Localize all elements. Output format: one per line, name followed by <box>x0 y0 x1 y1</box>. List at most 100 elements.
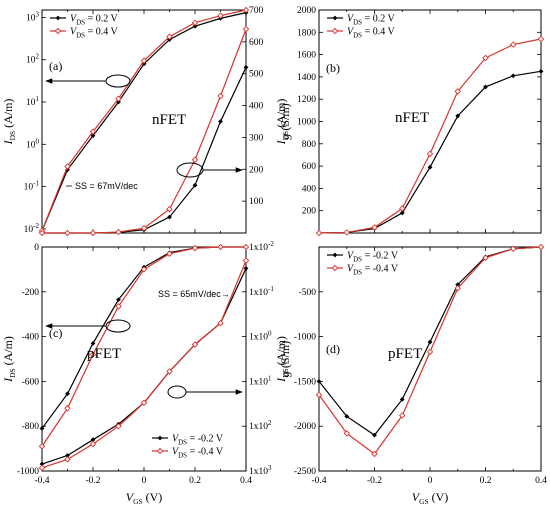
data-point <box>315 391 323 399</box>
y-tick-label: -2500 <box>294 467 316 477</box>
data-point <box>510 245 517 253</box>
series-line-1 <box>41 246 246 447</box>
data-point <box>316 379 322 384</box>
legend-marker <box>156 447 164 455</box>
legend-entry: VDS = -0.2 V <box>347 251 399 264</box>
data-point <box>65 453 70 458</box>
data-point <box>166 205 173 213</box>
data-point <box>140 57 148 64</box>
panel-label: (d) <box>326 342 340 356</box>
data-point <box>38 464 46 472</box>
data-point <box>89 128 97 135</box>
legend-entry: VDS = 0.2 V <box>347 14 396 27</box>
y-tick-label: 1800 <box>297 28 316 38</box>
y2-tick-label: 300 <box>249 133 264 143</box>
panel-label: (b) <box>326 61 340 75</box>
data-point <box>399 205 406 212</box>
data-point <box>372 432 377 438</box>
y2-axis-label: IDS (A/m) <box>274 336 290 383</box>
y-tick-label: -2000 <box>294 422 316 432</box>
x-tick-label: 0 <box>428 476 433 486</box>
data-point <box>344 413 350 419</box>
legend-marker <box>54 27 62 35</box>
y2-tick-label: 1x102 <box>249 419 272 432</box>
y-tick-label: 1000 <box>297 118 316 128</box>
data-point <box>64 163 71 170</box>
data-point <box>538 68 544 74</box>
device-label: pFET <box>87 346 121 362</box>
data-point <box>38 229 46 237</box>
data-point <box>65 391 70 397</box>
y-tick-label: -200 <box>22 288 40 298</box>
y-tick-label: 101 <box>26 95 40 108</box>
data-point <box>116 297 121 303</box>
y-axis-label: IDS (A/m) <box>1 336 17 383</box>
x-axis-label: VGS (V) <box>126 490 163 506</box>
data-point <box>242 6 250 14</box>
y-tick-label: -500 <box>299 288 317 298</box>
plot-frame <box>318 9 542 234</box>
data-point <box>455 282 461 288</box>
x-tick-label: 0.4 <box>240 476 252 486</box>
y-axis-label: IDS (A/m) <box>1 99 17 146</box>
data-point <box>191 156 199 163</box>
data-point <box>166 33 173 40</box>
legend-entry: VDS = 0.4 V <box>70 27 119 40</box>
y-tick-label: -800 <box>22 422 40 432</box>
y-tick-label: 400 <box>302 184 317 194</box>
data-point <box>39 426 45 431</box>
y-tick-label: -1500 <box>294 377 316 387</box>
x-tick-label: -0.4 <box>311 476 326 486</box>
y-tick-label: 800 <box>302 140 317 150</box>
x-tick-label: -0.4 <box>34 476 49 486</box>
x-tick-label: 0.2 <box>480 476 492 486</box>
data-point <box>167 214 172 220</box>
data-point <box>343 430 350 437</box>
y-tick-label: 103 <box>26 10 40 23</box>
data-point <box>90 340 96 346</box>
left-axis-pointer-a-ellipse <box>105 74 131 88</box>
data-point <box>242 25 250 33</box>
data-point <box>38 443 46 450</box>
data-point <box>191 19 199 26</box>
y-tick-label: -1000 <box>294 333 316 343</box>
panel-label: (c) <box>49 326 62 340</box>
series-line-0 <box>41 12 247 232</box>
legend-entry: VDS = 0.4 V <box>347 27 396 40</box>
data-point <box>89 440 97 448</box>
y2-tick-label: 1x100 <box>249 330 272 343</box>
y-axis-label: g (S/m) <box>278 103 292 139</box>
data-point <box>399 210 405 216</box>
x-tick-label: -0.2 <box>85 476 100 486</box>
data-point <box>64 405 71 412</box>
y-tick-label: 10-2 <box>24 222 40 235</box>
panel-label: (a) <box>49 59 62 73</box>
data-point <box>140 399 148 407</box>
y2-tick-label: 100 <box>249 197 264 207</box>
y2-tick-label: 200 <box>249 165 264 175</box>
x-tick-label: 0.2 <box>189 476 201 486</box>
legend-entry: VDS = -0.4 V <box>172 447 224 460</box>
data-point <box>454 284 461 292</box>
data-point <box>371 224 378 231</box>
data-point <box>89 351 97 358</box>
data-point <box>192 23 198 29</box>
data-point <box>217 12 224 19</box>
x-axis-label: VGS (V) <box>412 490 449 506</box>
device-label: nFET <box>395 110 429 126</box>
y-tick-label: 1200 <box>297 95 316 105</box>
legend-entry: VDS = -0.2 V <box>172 434 224 447</box>
data-point <box>90 133 96 139</box>
y-tick-label: 200 <box>302 207 317 217</box>
series-line-2 <box>42 67 247 234</box>
y2-tick-label: 600 <box>249 38 264 48</box>
x-tick-label: 0.4 <box>535 476 547 486</box>
data-point <box>140 266 148 273</box>
legend-entry: VDS = -0.4 V <box>347 264 399 277</box>
data-point <box>166 368 173 375</box>
y2-tick-label: 1x10-1 <box>249 285 274 298</box>
legend-marker <box>331 27 339 35</box>
subthreshold-swing-annotation: SS = 65mV/dec→ <box>158 289 230 299</box>
panel-c-pfet-transfer: -0.4 -0.2 0 0.2 0.4 VGS (V) -1000 -800 -600 -400 -… <box>1 240 290 506</box>
